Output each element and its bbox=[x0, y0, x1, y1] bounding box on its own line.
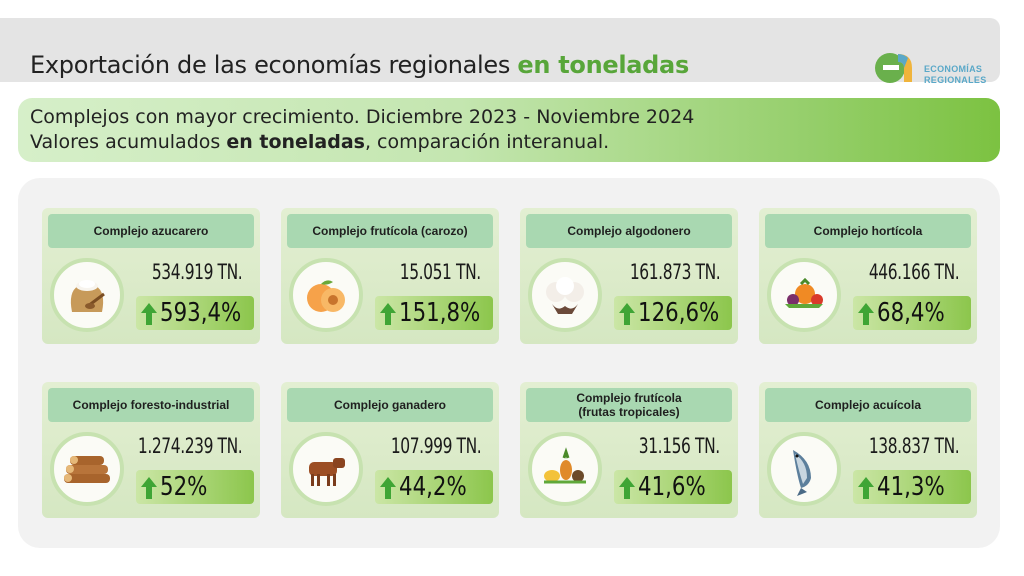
card-title: Complejo azucarero bbox=[48, 214, 254, 248]
logo-text: ECONOMÍAS REGIONALES bbox=[924, 64, 987, 85]
subtitle-line-1: Complejos con mayor crecimiento. Diciemb… bbox=[30, 106, 695, 128]
cow-icon bbox=[289, 432, 363, 506]
card-horticola: Complejo hortícola 446.166 TN. 68,4% bbox=[759, 208, 977, 344]
logs-icon bbox=[50, 432, 124, 506]
card-title: Complejo acuícola bbox=[765, 388, 971, 422]
vegetables-icon bbox=[767, 258, 841, 332]
change-badge: 41,6% bbox=[614, 470, 732, 504]
change-percent: 151,8% bbox=[399, 298, 481, 328]
change-badge: 593,4% bbox=[136, 296, 254, 330]
card-fruticola-carozo: Complejo frutícola (carozo) 15.051 TN. 1… bbox=[281, 208, 499, 344]
change-percent: 52% bbox=[160, 472, 208, 502]
card-value: 161.873 TN. bbox=[629, 260, 721, 284]
title-main: Exportación de las economías regionales bbox=[30, 51, 518, 79]
arrow-up-icon bbox=[380, 477, 396, 499]
change-badge: 68,4% bbox=[853, 296, 971, 330]
subtitle-line-2: Valores acumulados en toneladas, compara… bbox=[30, 131, 610, 153]
card-title: Complejo frutícola (frutas tropicales) bbox=[526, 388, 732, 422]
arrow-up-icon bbox=[858, 303, 874, 325]
change-percent: 126,6% bbox=[638, 298, 720, 328]
change-percent: 44,2% bbox=[399, 472, 467, 502]
card-title: Complejo hortícola bbox=[765, 214, 971, 248]
change-percent: 41,6% bbox=[638, 472, 706, 502]
arrow-up-icon bbox=[141, 303, 157, 325]
change-badge: 44,2% bbox=[375, 470, 493, 504]
change-badge: 151,8% bbox=[375, 296, 493, 330]
change-percent: 68,4% bbox=[877, 298, 945, 328]
arrow-up-icon bbox=[858, 477, 874, 499]
card-title: Complejo algodonero bbox=[526, 214, 732, 248]
tropical-fruits-icon bbox=[528, 432, 602, 506]
card-algodonero: Complejo algodonero 161.873 TN. 126,6% bbox=[520, 208, 738, 344]
page-title: Exportación de las economías regionales … bbox=[30, 51, 689, 79]
card-value: 446.166 TN. bbox=[868, 260, 960, 284]
change-percent: 41,3% bbox=[877, 472, 945, 502]
card-title: Complejo frutícola (carozo) bbox=[287, 214, 493, 248]
er-logo-icon bbox=[875, 53, 912, 83]
arrow-up-icon bbox=[619, 303, 635, 325]
card-foresto-industrial: Complejo foresto-industrial 1.274.239 TN… bbox=[42, 382, 260, 518]
subtitle-banner: Complejos con mayor crecimiento. Diciemb… bbox=[18, 98, 1000, 162]
header-bar: Exportación de las economías regionales … bbox=[0, 18, 1000, 85]
card-title: Complejo ganadero bbox=[287, 388, 493, 422]
arrow-up-icon bbox=[619, 477, 635, 499]
economias-regionales-logo: ECONOMÍAS REGIONALES bbox=[874, 48, 992, 88]
card-fruticola-tropicales: Complejo frutícola (frutas tropicales) 3… bbox=[520, 382, 738, 518]
change-percent: 593,4% bbox=[160, 298, 242, 328]
card-value: 31.156 TN. bbox=[639, 434, 720, 458]
card-value: 1.274.239 TN. bbox=[137, 434, 243, 458]
change-badge: 126,6% bbox=[614, 296, 732, 330]
sugar-sack-icon bbox=[50, 258, 124, 332]
fish-icon bbox=[767, 432, 841, 506]
card-value: 534.919 TN. bbox=[151, 260, 243, 284]
card-acuicola: Complejo acuícola 138.837 TN. 41,3% bbox=[759, 382, 977, 518]
card-value: 138.837 TN. bbox=[868, 434, 960, 458]
card-value: 15.051 TN. bbox=[400, 260, 481, 284]
title-highlight: en toneladas bbox=[517, 51, 689, 79]
cotton-icon bbox=[528, 258, 602, 332]
arrow-up-icon bbox=[380, 303, 396, 325]
card-ganadero: Complejo ganadero 107.999 TN. 44,2% bbox=[281, 382, 499, 518]
peach-icon bbox=[289, 258, 363, 332]
card-value: 107.999 TN. bbox=[390, 434, 482, 458]
card-title: Complejo foresto-industrial bbox=[48, 388, 254, 422]
card-azucarero: Complejo azucarero 534.919 TN. 593,4% bbox=[42, 208, 260, 344]
change-badge: 52% bbox=[136, 470, 254, 504]
change-badge: 41,3% bbox=[853, 470, 971, 504]
arrow-up-icon bbox=[141, 477, 157, 499]
